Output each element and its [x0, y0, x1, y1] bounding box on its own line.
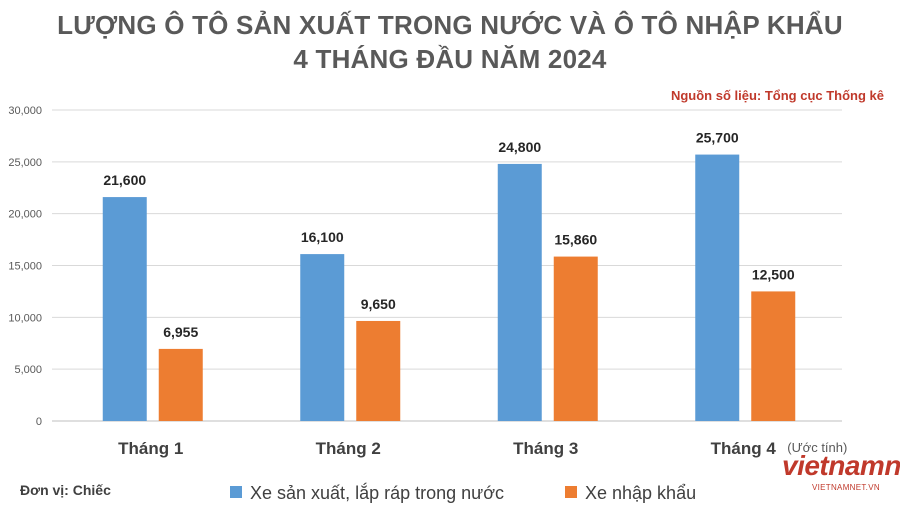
- y-tick-label: 25,000: [8, 157, 42, 169]
- y-tick-label: 5,000: [14, 364, 42, 376]
- x-tick-label: Tháng 3: [513, 439, 578, 458]
- chart-title-line-1: LƯỢNG Ô TÔ SẢN XUẤT TRONG NƯỚC VÀ Ô TÔ N…: [57, 10, 843, 40]
- data-label: 6,955: [163, 324, 198, 340]
- y-tick-label: 0: [36, 416, 42, 428]
- y-tick-label: 30,000: [8, 105, 42, 117]
- data-label: 9,650: [361, 296, 396, 312]
- data-source-note: Nguồn số liệu: Tổng cục Thống kê: [670, 88, 884, 103]
- legend-swatch-imported: [565, 486, 577, 498]
- x-tick-note: (Ước tính): [787, 440, 847, 455]
- data-label: 16,100: [301, 229, 344, 245]
- logo-url: VIETNAMNET.VN: [812, 483, 880, 492]
- data-label: 21,600: [103, 172, 146, 188]
- bar-domestic: [695, 154, 740, 421]
- legend-swatch-domestic: [230, 486, 242, 498]
- bar-imported: [158, 348, 203, 421]
- y-tick-label: 15,000: [8, 261, 42, 273]
- y-tick-label: 10,000: [8, 312, 42, 324]
- data-label: 15,860: [554, 232, 597, 248]
- legend-item-domestic: Xe sản xuất, lắp ráp trong nước: [230, 483, 504, 504]
- bar-imported: [356, 320, 401, 421]
- legend-label-imported: Xe nhập khẩu: [585, 483, 697, 503]
- x-tick-label: Tháng 4: [711, 439, 777, 458]
- unit-label: Đơn vị: Chiếc: [20, 482, 111, 498]
- data-label: 24,800: [498, 139, 541, 155]
- data-label: 12,500: [752, 266, 795, 282]
- bar-imported: [751, 291, 796, 421]
- y-tick-label: 20,000: [8, 209, 42, 221]
- vietnamnet-logo: vietnamnet VIETNAMNET.VN: [770, 450, 900, 500]
- bar-domestic: [300, 254, 345, 421]
- legend-item-imported: Xe nhập khẩu: [565, 483, 696, 504]
- bar-imported: [553, 256, 598, 421]
- bar-domestic: [497, 163, 542, 421]
- x-tick-label: Tháng 1: [118, 439, 183, 458]
- x-tick-label: Tháng 2: [316, 439, 381, 458]
- chart-title-line-2: 4 THÁNG ĐẦU NĂM 2024: [293, 44, 607, 74]
- logo-wordmark: vietnamnet: [782, 450, 900, 481]
- legend-label-domestic: Xe sản xuất, lắp ráp trong nước: [250, 483, 504, 503]
- data-label: 25,700: [696, 130, 739, 146]
- bar-chart: 0 5,000 10,000 15,000 20,000 25,000 30,000 21,6…: [8, 105, 847, 458]
- bar-domestic: [102, 197, 147, 421]
